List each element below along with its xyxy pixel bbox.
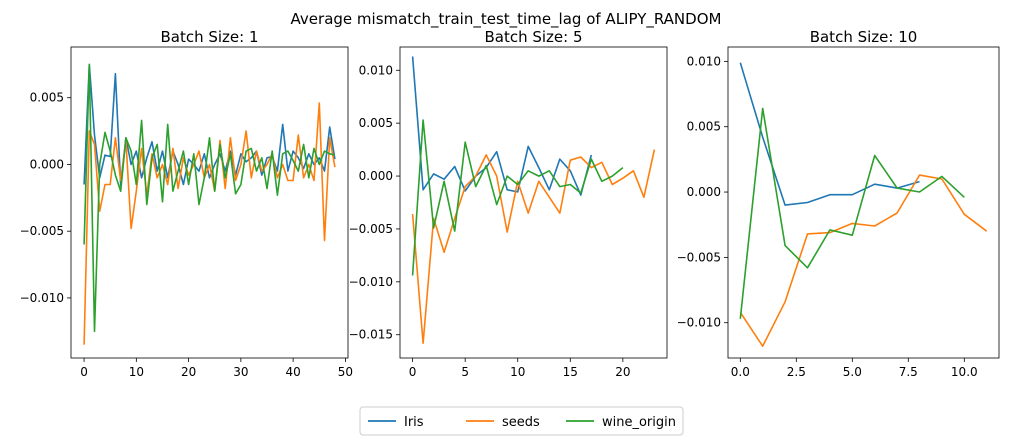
x-tick-label: 5.0	[843, 365, 862, 379]
y-tick-label: 0.000	[359, 169, 393, 183]
x-tick-label: 0	[80, 365, 88, 379]
y-tick-label: 0.005	[687, 120, 721, 134]
x-tick-label: 7.5	[899, 365, 918, 379]
x-tick-label: 0.0	[731, 365, 750, 379]
subplot-1: Batch Size: 1 0 10 20 30 40 50 −0.010 −0.005 0.00…	[20, 28, 353, 379]
figure-title: Average mismatch_train_test_time_lag of …	[291, 10, 722, 29]
subplots: Batch Size: 10 10 20 30 40 50−0.010−0.0050.00…	[20, 28, 1000, 379]
y-tick-label: −0.005	[20, 224, 64, 238]
y-tick-label: 0.005	[359, 116, 393, 130]
x-tick-label: 15	[563, 365, 578, 379]
y-tick-label: 0.005	[30, 91, 64, 105]
subplot-2: Batch Size: 5 0 5 10 15 20 −0.015 −0.010 −0.005 0…	[349, 28, 668, 379]
subplot-title: Batch Size: 1	[160, 28, 258, 46]
axes-frame	[70, 46, 349, 359]
series-line-seeds	[411, 149, 656, 345]
subplot-title: Batch Size: 5	[484, 28, 582, 46]
x-tick-label: 10.0	[951, 365, 978, 379]
series-line-Iris	[739, 62, 920, 206]
x-tick-label: 20	[615, 365, 630, 379]
legend-box	[359, 406, 684, 436]
series-line-Iris	[411, 56, 593, 196]
x-tick-label: 20	[181, 365, 196, 379]
subplot-title: Batch Size: 10	[810, 28, 918, 46]
y-tick-label: −0.015	[349, 328, 393, 342]
subplot-3: Batch Size: 10 0.0 2.5 5.0 7.5 10.0 −0.010 −0.0…	[677, 28, 1000, 379]
x-tick-label: 2.5	[787, 365, 806, 379]
y-tick-label: −0.010	[677, 316, 721, 330]
x-tick-label: 10	[510, 365, 525, 379]
y-tick-label: 0.000	[687, 185, 721, 199]
x-tick-label: 40	[285, 365, 300, 379]
legend-label-seeds: seeds	[502, 415, 540, 430]
axes-frame	[727, 46, 1000, 359]
y-tick-label: 0.000	[30, 157, 64, 171]
series-line-wine-origin	[739, 107, 965, 319]
x-tick-label: 30	[233, 365, 248, 379]
y-tick-label: −0.010	[20, 291, 64, 305]
legend-label-Iris: Iris	[404, 415, 424, 430]
legend: Iris seeds wine_origin	[359, 406, 684, 436]
series-line-wine-origin	[83, 63, 336, 333]
y-tick-label: −0.005	[677, 250, 721, 264]
x-tick-label: 10	[129, 365, 144, 379]
series-line-wine-origin	[411, 119, 624, 276]
y-tick-label: 0.010	[687, 54, 721, 68]
axes-frame	[399, 46, 668, 359]
x-tick-label: 0	[409, 365, 417, 379]
x-tick-label: 50	[338, 365, 353, 379]
y-tick-label: −0.005	[349, 222, 393, 236]
y-tick-label: 0.010	[359, 63, 393, 77]
legend-label-wine-origin: wine_origin	[602, 415, 676, 430]
x-tick-label: 5	[461, 365, 469, 379]
series-line-seeds	[739, 174, 988, 348]
y-tick-label: −0.010	[349, 275, 393, 289]
